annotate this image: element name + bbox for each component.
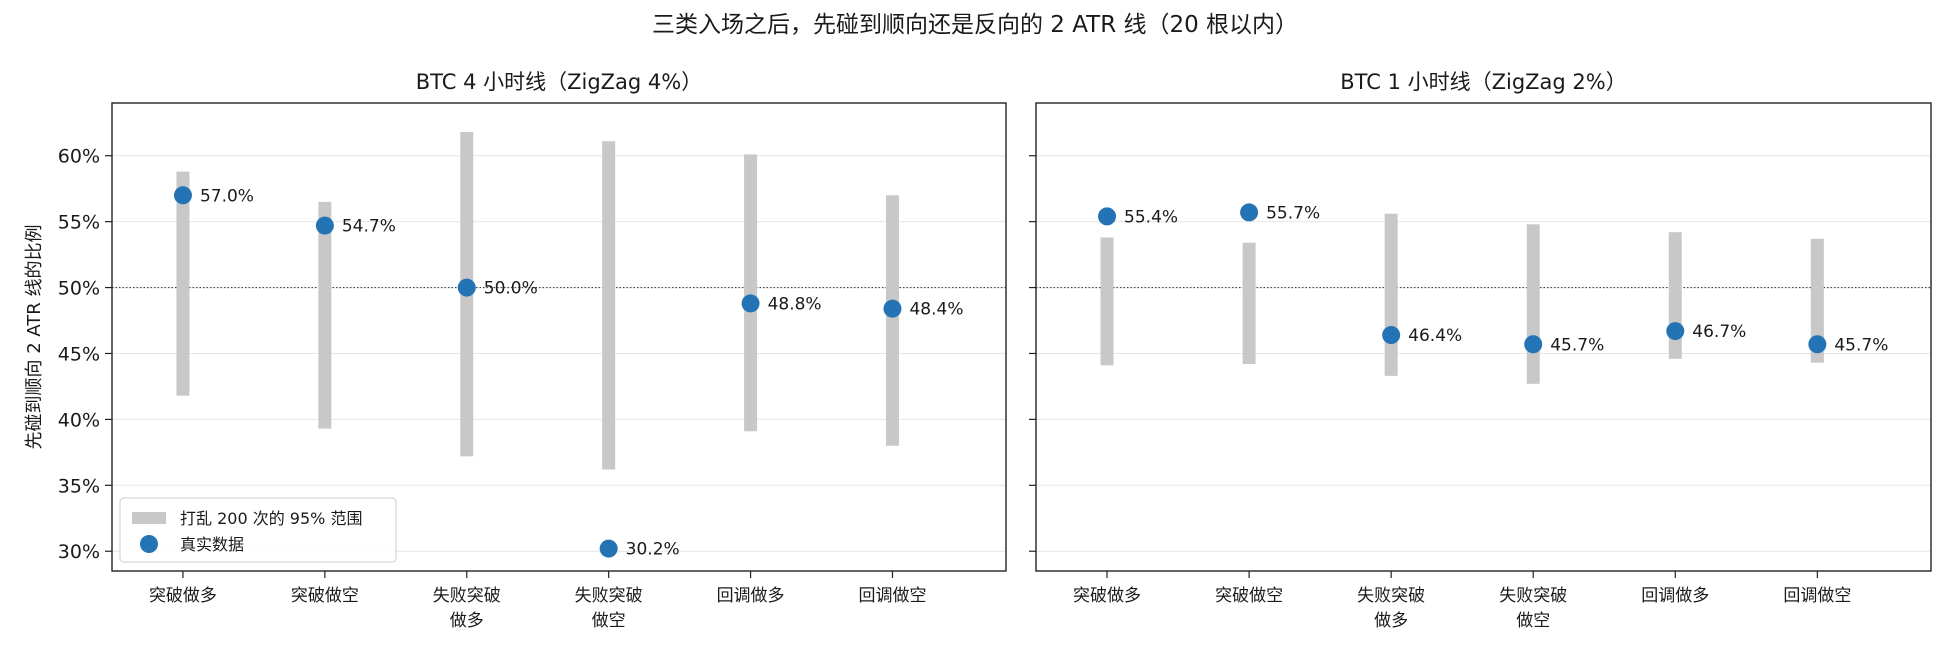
data-label: 48.4%: [909, 300, 963, 320]
legend-point-marker: [140, 535, 158, 553]
data-label: 54.7%: [342, 217, 396, 237]
range-bar: [1384, 213, 1398, 376]
x-tick-label: 失败突破: [1499, 586, 1567, 606]
data-point: [1808, 335, 1827, 354]
data-point: [457, 278, 476, 297]
data-point: [599, 539, 618, 558]
range-bar: [1810, 238, 1824, 363]
data-point: [741, 294, 760, 313]
x-tick-label: 做空: [1516, 611, 1550, 631]
legend-label-range: 打乱 200 次的 95% 范围: [180, 509, 362, 528]
data-point: [315, 216, 334, 235]
x-tick-label: 突破做多: [1073, 586, 1141, 606]
data-label: 57.0%: [200, 186, 254, 206]
x-tick-label: 回调做空: [858, 586, 926, 606]
data-point: [1666, 322, 1685, 341]
y-axis-label: 先碰到顺向 2 ATR 线的比例: [24, 224, 45, 449]
data-point: [883, 299, 902, 318]
range-bar: [176, 171, 190, 396]
x-tick-label: 回调做空: [1783, 586, 1851, 606]
x-tick-label: 失败突破: [575, 586, 643, 606]
data-label: 46.4%: [1408, 326, 1462, 346]
range-bar: [1526, 224, 1540, 384]
data-label: 55.4%: [1124, 207, 1178, 227]
legend-range-swatch: [132, 512, 166, 524]
x-tick-label: 回调做多: [717, 586, 785, 606]
range-bar: [602, 141, 616, 470]
range-bar: [1100, 237, 1114, 366]
y-tick-label: 30%: [58, 541, 100, 563]
range-bar: [1242, 242, 1256, 365]
range-bar: [744, 154, 758, 432]
legend-box: [119, 497, 397, 563]
data-point: [1098, 207, 1117, 226]
y-tick-label: 55%: [58, 212, 100, 234]
y-tick-label: 35%: [58, 475, 100, 497]
data-point: [1382, 326, 1401, 345]
y-tick-label: 40%: [58, 409, 100, 431]
panel-title: BTC 1 小时线（ZigZag 2%）: [1340, 70, 1627, 94]
x-tick-label: 突破做空: [291, 586, 359, 606]
x-tick-label: 失败突破: [1357, 586, 1425, 606]
y-tick-label: 50%: [58, 278, 100, 300]
axes-frame: [1035, 102, 1932, 572]
x-tick-label: 做空: [592, 611, 626, 631]
x-tick-label: 做多: [1374, 611, 1408, 631]
axes-frame: [111, 102, 1007, 572]
data-label: 46.7%: [1692, 322, 1746, 342]
data-label: 45.7%: [1834, 335, 1888, 355]
x-tick-label: 突破做多: [149, 586, 217, 606]
data-label: 45.7%: [1550, 335, 1604, 355]
data-point: [173, 186, 192, 205]
data-label: 55.7%: [1266, 203, 1320, 223]
x-tick-label: 突破做空: [1215, 586, 1283, 606]
data-point: [1240, 203, 1259, 222]
data-point: [1524, 335, 1543, 354]
y-tick-label: 45%: [58, 343, 100, 365]
range-bar: [318, 201, 332, 429]
data-label: 30.2%: [626, 540, 680, 560]
legend-label-point: 真实数据: [180, 535, 244, 554]
x-tick-label: 做多: [450, 611, 484, 631]
range-bar: [885, 195, 899, 446]
y-tick-label: 60%: [58, 146, 100, 168]
panel-title: BTC 4 小时线（ZigZag 4%）: [416, 70, 703, 94]
x-tick-label: 失败突破: [433, 586, 501, 606]
chart-title: 三类入场之后，先碰到顺向还是反向的 2 ATR 线（20 根以内）: [652, 12, 1298, 38]
panel-1: BTC 4 小时线（ZigZag 4%） 30% 35% 40% 45% 50% 55% 60…: [58, 70, 1007, 631]
data-label: 50.0%: [484, 279, 538, 299]
data-label: 48.8%: [768, 294, 822, 314]
panel-2: BTC 1 小时线（ZigZag 2%） 55.4% 突破做多 55.7% 突破做空 46…: [1029, 70, 1932, 631]
x-tick-label: 回调做多: [1641, 586, 1709, 606]
